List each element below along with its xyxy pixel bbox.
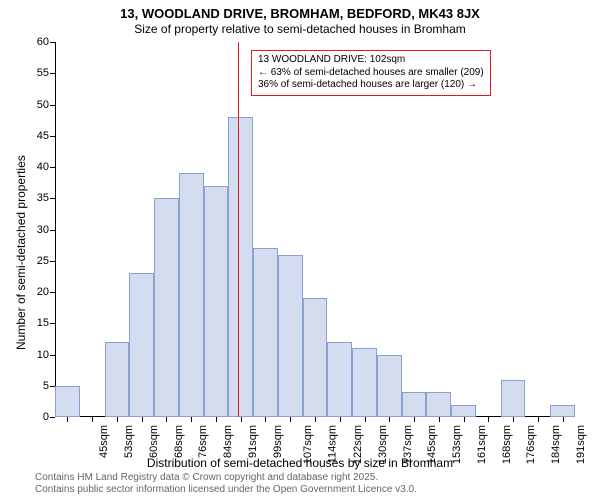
y-tick: 5 [29,380,49,392]
x-tick-mark [464,417,465,422]
bar [426,392,451,417]
x-tick-mark [92,417,93,422]
footer-attribution: Contains HM Land Registry data © Crown c… [35,472,417,496]
bar [129,273,154,417]
bar [228,117,253,417]
x-tick-mark [513,417,514,422]
x-tick-mark [191,417,192,422]
y-tick: 40 [29,161,49,173]
x-tick: 60sqm [148,425,160,458]
bar [501,380,526,418]
x-tick-mark [315,417,316,422]
x-tick-mark [265,417,266,422]
y-tick: 20 [29,286,49,298]
x-tick: 84sqm [222,425,234,458]
bar [278,255,303,418]
x-tick-mark [216,417,217,422]
y-tick: 55 [29,67,49,79]
bar [303,298,328,417]
bar [154,198,179,417]
annotation-line-3: 36% of semi-detached houses are larger (… [258,79,484,92]
x-tick: 91sqm [247,425,259,458]
y-tick: 50 [29,99,49,111]
bar [253,248,278,417]
x-tick-mark [290,417,291,422]
x-tick-mark [166,417,167,422]
footer-line-2: Contains public sector information licen… [35,484,417,496]
bar [550,405,575,418]
annotation-line-1: 13 WOODLAND DRIVE: 102sqm [258,54,484,67]
marker-line [238,42,240,417]
x-tick-mark [563,417,564,422]
x-tick-mark [414,417,415,422]
x-tick: 53sqm [123,425,135,458]
chart-subtitle: Size of property relative to semi-detach… [0,22,600,36]
chart-title: 13, WOODLAND DRIVE, BROMHAM, BEDFORD, MK… [0,6,600,21]
x-tick-mark [439,417,440,422]
y-tick: 30 [29,224,49,236]
x-tick: 45sqm [98,425,110,458]
chart-container: 13, WOODLAND DRIVE, BROMHAM, BEDFORD, MK… [0,0,600,500]
x-axis-label: Distribution of semi-detached houses by … [0,456,600,470]
y-tick: 0 [29,411,49,423]
bar [352,348,377,417]
bar [327,342,352,417]
y-tick: 15 [29,317,49,329]
x-tick-mark [142,417,143,422]
x-tick-mark [340,417,341,422]
bar [451,405,476,418]
y-tick: 45 [29,130,49,142]
y-axis-label: Number of semi-detached properties [14,155,28,350]
annotation-box: 13 WOODLAND DRIVE: 102sqm ← 63% of semi-… [251,50,491,96]
bar [402,392,427,417]
y-tick: 10 [29,349,49,361]
bar [55,386,80,417]
annotation-line-2: ← 63% of semi-detached houses are smalle… [258,67,484,80]
x-tick-mark [67,417,68,422]
y-tick: 35 [29,192,49,204]
bar [105,342,130,417]
x-tick: 76sqm [197,425,209,458]
x-tick-mark [117,417,118,422]
x-tick-mark [241,417,242,422]
x-tick: 99sqm [272,425,284,458]
bar [204,186,229,417]
bar [377,355,402,418]
y-tick: 25 [29,255,49,267]
x-tick-mark [389,417,390,422]
x-tick: 68sqm [173,425,185,458]
plot-area: 13 WOODLAND DRIVE: 102sqm ← 63% of semi-… [55,42,575,417]
y-tick: 60 [29,36,49,48]
bar [179,173,204,417]
x-tick-mark [365,417,366,422]
y-tick-mark [50,417,55,418]
x-tick-mark [488,417,489,422]
x-tick-mark [538,417,539,422]
footer-line-1: Contains HM Land Registry data © Crown c… [35,472,417,484]
